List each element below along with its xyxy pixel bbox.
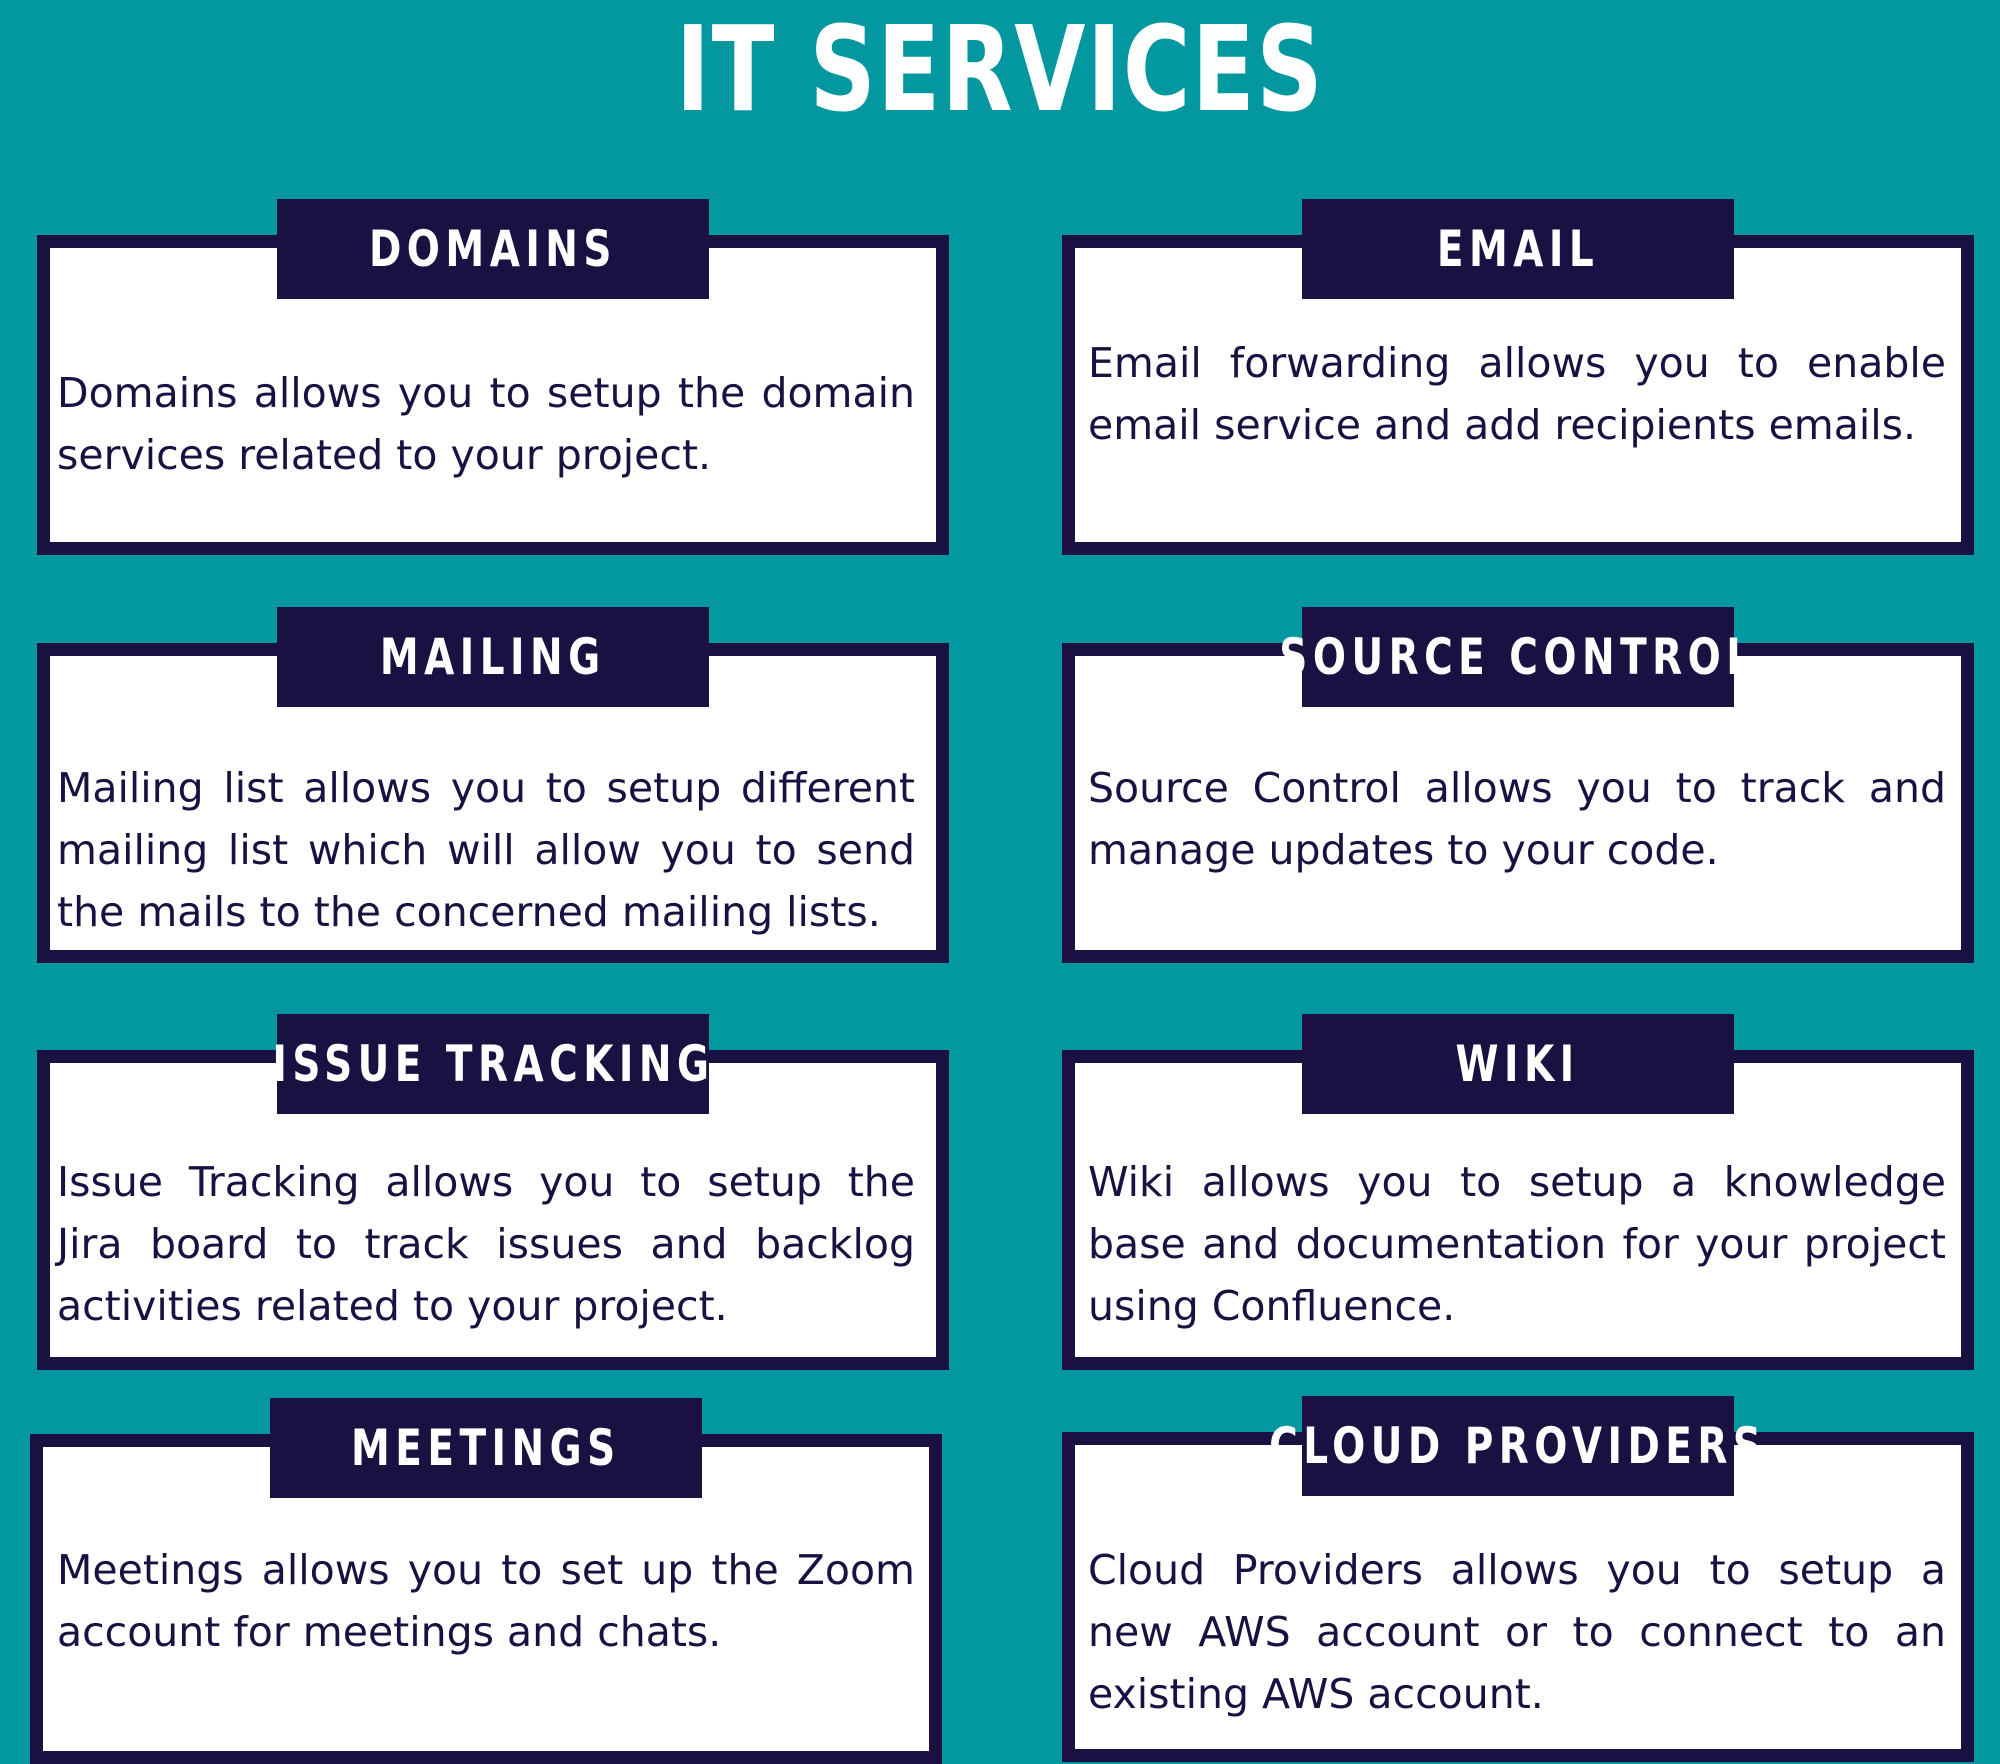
service-label-meetings: MEETINGS bbox=[270, 1398, 702, 1498]
service-description-issue-tracking: Issue Tracking allows you to setup the J… bbox=[57, 1158, 915, 1330]
page-title: IT SERVICES bbox=[675, 0, 1325, 138]
service-label-issue-tracking: ISSUE TRACKING bbox=[272, 1014, 709, 1114]
service-label-wiki: WIKI bbox=[1302, 1014, 1734, 1114]
service-label-domains: DOMAINS bbox=[277, 199, 709, 299]
service-description-mailing: Mailing list allows you to setup differe… bbox=[57, 764, 915, 936]
service-description-source-control: Source Control allows you to track and m… bbox=[1088, 764, 1946, 874]
service-card-email bbox=[1062, 235, 1974, 555]
service-description-email: Email forwarding allows you to enable em… bbox=[1088, 339, 1946, 449]
service-description-cloud-providers: Cloud Providers allows you to setup a ne… bbox=[1088, 1546, 1946, 1718]
service-description-wiki: Wiki allows you to setup a knowledge bas… bbox=[1088, 1158, 1946, 1330]
service-description-meetings: Meetings allows you to set up the Zoom a… bbox=[57, 1546, 915, 1656]
service-label-source-control: SOURCE CONTROL bbox=[1279, 607, 1751, 707]
service-description-domains: Domains allows you to setup the domain s… bbox=[57, 369, 915, 479]
service-label-cloud-providers: CLOUD PROVIDERS bbox=[1269, 1396, 1761, 1496]
service-label-mailing: MAILING bbox=[277, 607, 709, 707]
service-label-email: EMAIL bbox=[1302, 199, 1734, 299]
